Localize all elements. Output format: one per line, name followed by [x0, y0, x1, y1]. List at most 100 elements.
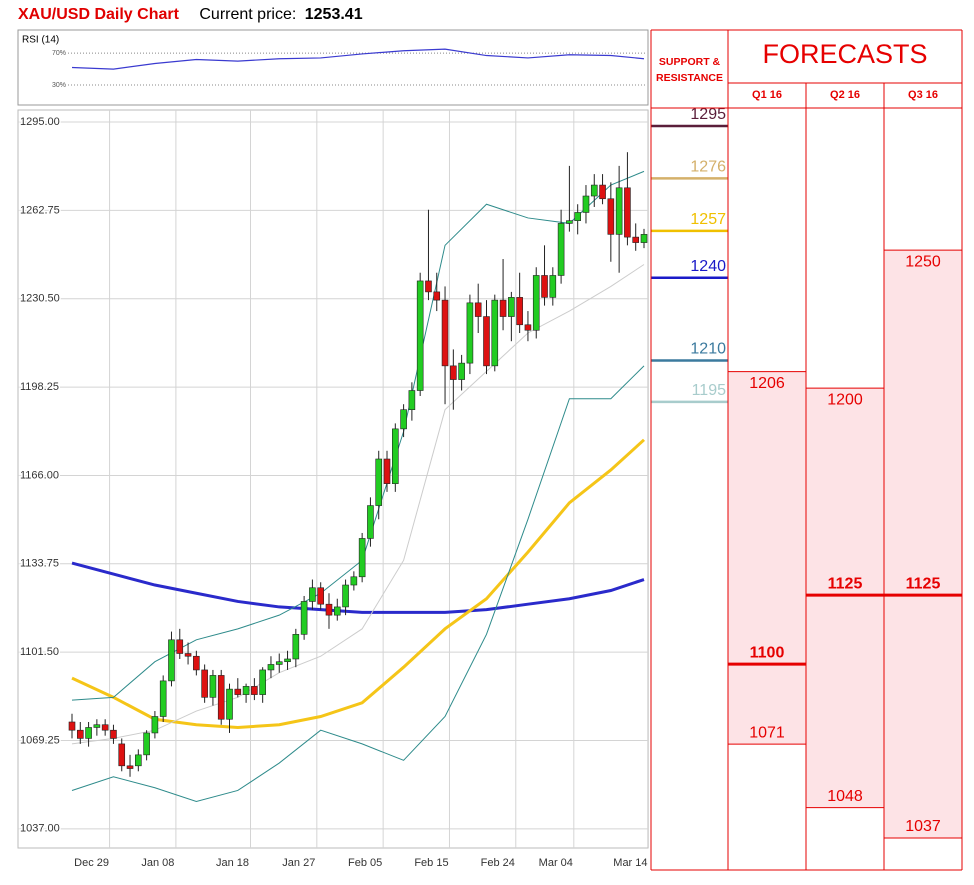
candle-body — [217, 675, 225, 720]
forecast-range — [884, 250, 962, 838]
rsi-level-label: 30% — [52, 82, 66, 89]
x-tick-label: Dec 29 — [74, 857, 109, 869]
candle-body — [193, 655, 200, 671]
candle-body — [541, 275, 548, 298]
period-label: Q2 16 — [830, 89, 860, 101]
candle-body — [151, 716, 159, 734]
forecast-low-label: 1048 — [827, 788, 863, 805]
candle-body — [126, 765, 134, 769]
y-tick-label: 1069.25 — [20, 734, 60, 746]
candle-body — [408, 390, 416, 410]
period-label: Q1 16 — [752, 89, 782, 101]
candle-body — [143, 732, 150, 756]
price-label: Current price: — [199, 6, 296, 23]
candle-body — [342, 584, 349, 608]
candle-body — [110, 729, 117, 739]
forecast-target-label: 1125 — [906, 575, 941, 592]
sr-label: 1195 — [692, 382, 727, 399]
candle-body — [234, 688, 242, 695]
candle-body — [508, 297, 515, 317]
forecast-target-label: 1125 — [828, 575, 863, 592]
candle-body — [251, 686, 258, 695]
y-tick-label: 1198.25 — [20, 381, 59, 393]
candle-body — [549, 275, 557, 298]
candle-body — [400, 409, 407, 430]
candle-body — [466, 302, 474, 364]
candle-body — [168, 639, 175, 682]
candle-body — [557, 223, 565, 276]
sr-label: 1295 — [690, 106, 726, 123]
candle-body — [367, 505, 374, 539]
candle-body — [284, 658, 291, 663]
candle-body — [640, 234, 648, 243]
forecast-title: FORECASTS — [762, 39, 927, 69]
forecast-low-label: 1071 — [749, 724, 785, 741]
candle-body — [624, 187, 631, 238]
sr-title: SUPPORT & — [659, 56, 721, 68]
candle-body — [590, 184, 598, 197]
candle-body — [383, 458, 391, 484]
y-tick-label: 1295.00 — [20, 116, 60, 128]
candle-body — [68, 721, 76, 731]
y-tick-label: 1101.50 — [20, 646, 59, 658]
x-tick-label: Mar 04 — [539, 857, 573, 869]
candle-body — [292, 634, 300, 660]
candle-body — [275, 661, 283, 665]
candle-body — [226, 688, 233, 720]
candle-body — [499, 299, 507, 317]
forecast-range — [728, 371, 806, 745]
x-tick-label: Jan 18 — [216, 857, 249, 869]
candle-body — [632, 236, 640, 243]
sr-label: 1240 — [690, 258, 726, 275]
candle-body — [392, 428, 399, 484]
candle-body — [532, 275, 540, 331]
sr-title: RESISTANCE — [656, 72, 723, 84]
candle-body — [101, 724, 109, 731]
forecast-high-label: 1206 — [749, 375, 785, 392]
candle-body — [135, 754, 142, 767]
candle-body — [458, 362, 465, 380]
candle-body — [85, 727, 92, 739]
y-tick-label: 1230.50 — [20, 293, 60, 305]
candle-body — [300, 601, 308, 635]
x-tick-label: Jan 27 — [282, 857, 315, 869]
sr-label: 1257 — [690, 211, 726, 228]
sr-label: 1276 — [690, 159, 726, 176]
candle-body — [93, 724, 101, 728]
candle-body — [317, 587, 324, 605]
title: XAU/USD Daily Chart — [18, 6, 180, 23]
candle-body — [242, 686, 250, 695]
y-tick-label: 1262.75 — [20, 204, 60, 216]
candle-body — [184, 653, 192, 657]
x-tick-label: Feb 24 — [481, 857, 515, 869]
candle-body — [325, 603, 333, 616]
sr-label: 1210 — [690, 341, 726, 358]
candle-body — [483, 316, 490, 367]
price: 1253.41 — [305, 6, 363, 23]
candle-body — [450, 365, 457, 380]
candle-body — [375, 458, 383, 506]
header: XAU/USD Daily Chart Current price: 1253.… — [18, 6, 363, 23]
rsi-level-label: 70% — [52, 50, 66, 57]
candle-body — [524, 324, 532, 331]
candle-body — [615, 187, 623, 235]
candle-body — [259, 669, 266, 695]
candle-body — [333, 606, 341, 616]
forecast-high-label: 1200 — [827, 391, 863, 408]
indicator-line — [71, 438, 646, 729]
candle-body — [358, 538, 366, 578]
candle-body — [118, 743, 126, 767]
candle-body — [309, 587, 316, 602]
candle-body — [416, 280, 424, 391]
y-tick-label: 1037.00 — [20, 823, 60, 835]
candle-body — [441, 299, 449, 367]
candle-body — [176, 639, 184, 654]
indicator-line — [71, 365, 645, 802]
rsi-frame — [17, 29, 649, 106]
forecast-target-label: 1100 — [750, 644, 785, 661]
x-tick-label: Mar 14 — [613, 857, 647, 869]
candle-body — [607, 198, 615, 235]
forecast-low-label: 1037 — [905, 818, 941, 835]
indicator-line — [71, 264, 645, 745]
candle-body — [425, 280, 432, 293]
